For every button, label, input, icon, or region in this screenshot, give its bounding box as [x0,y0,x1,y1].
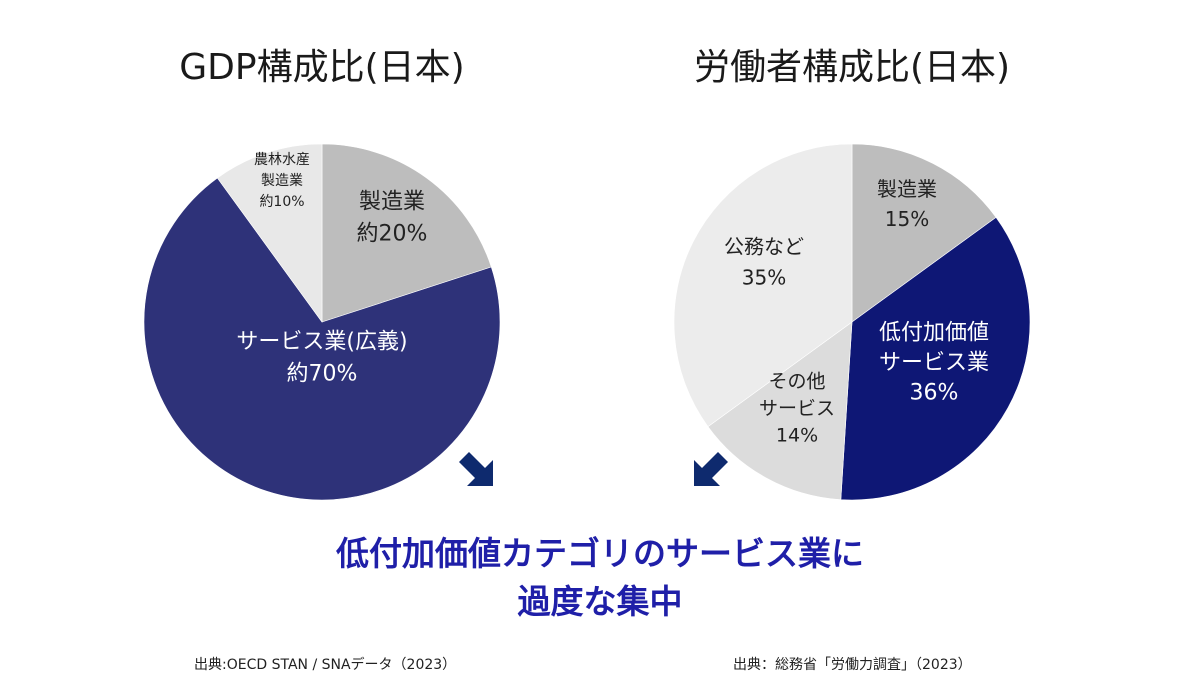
gdp-slice-label-1: サービス業(広義) 約70% [236,330,407,387]
labor-slice-label-1: 低付加価値サービス業 36% [879,321,989,406]
labor-chart-title: 労働者構成比(日本) [693,47,1011,88]
gdp-slice-label-0-line-1: 約20% [357,222,428,247]
labor-slice-label-1-line-1: サービス業 [879,351,989,376]
gdp-slice-label-0-line-0: 製造業 [359,190,425,215]
gdp-slice-1 [143,177,501,501]
labor-slice-0 [851,143,997,323]
gdp-slice-label-2-line-2: 約10% [259,194,304,210]
gdp-slice-2 [216,143,323,323]
headline: 低付加価値カテゴリのサービス業に 過度な集中 [0,530,1200,626]
labor-pie-chart: 製造業 15% 低付加価値サービス業 36% その他サービス 14% 公務など 35% [673,143,1031,501]
labor-slice-label-1-line-2: 36% [910,381,959,406]
gdp-slice-label-1-line-1: 約70% [287,362,358,387]
labor-slice-label-2-line-1: サービス [759,398,835,420]
labor-slice-label-0: 製造業 15% [877,177,937,231]
headline-line-2: 過度な集中 [517,582,683,621]
arrow-down-left-icon [694,452,728,486]
labor-slice-label-3-line-0: 公務など [724,235,804,259]
labor-slice-label-3: 公務など 35% [724,235,804,290]
labor-slice-label-2: その他サービス 14% [759,371,835,447]
labor-slice-1 [840,216,1031,501]
labor-slice-label-1-line-0: 低付加価値 [879,321,989,346]
labor-slice-2 [707,321,853,500]
labor-slice-3 [673,143,853,428]
labor-slice-label-2-line-0: その他 [768,371,825,393]
labor-slice-label-2-line-2: 14% [776,425,818,447]
gdp-slice-label-1-line-0: サービス業(広義) [236,330,407,355]
gdp-slice-label-2-line-1: 製造業 [261,173,303,189]
gdp-slice-label-2-line-0: 農林水産 [254,152,310,168]
gdp-slice-label-2: 農林水産製造業約10% [254,152,310,210]
gdp-slice-label-0: 製造業約20% [357,190,428,247]
gdp-pie-chart: 製造業約20%サービス業(広義)約70%農林水産製造業約10% [143,143,501,501]
source-note-labor: 出典：総務省「労働力調査」（2023） [733,657,972,673]
headline-line-1: 低付加価値カテゴリのサービス業に [336,534,864,573]
source-note-gdp: 出典:OECD STAN / SNAデータ（2023） [194,657,457,673]
labor-slice-label-0-line-1: 15% [885,207,929,231]
arrow-down-right-icon [459,452,493,486]
labor-slice-label-3-line-1: 35% [742,266,786,290]
gdp-chart-title: GDP構成比(日本) [179,47,465,88]
labor-slice-label-0-line-0: 製造業 [877,177,937,201]
gdp-slice-0 [321,143,492,323]
